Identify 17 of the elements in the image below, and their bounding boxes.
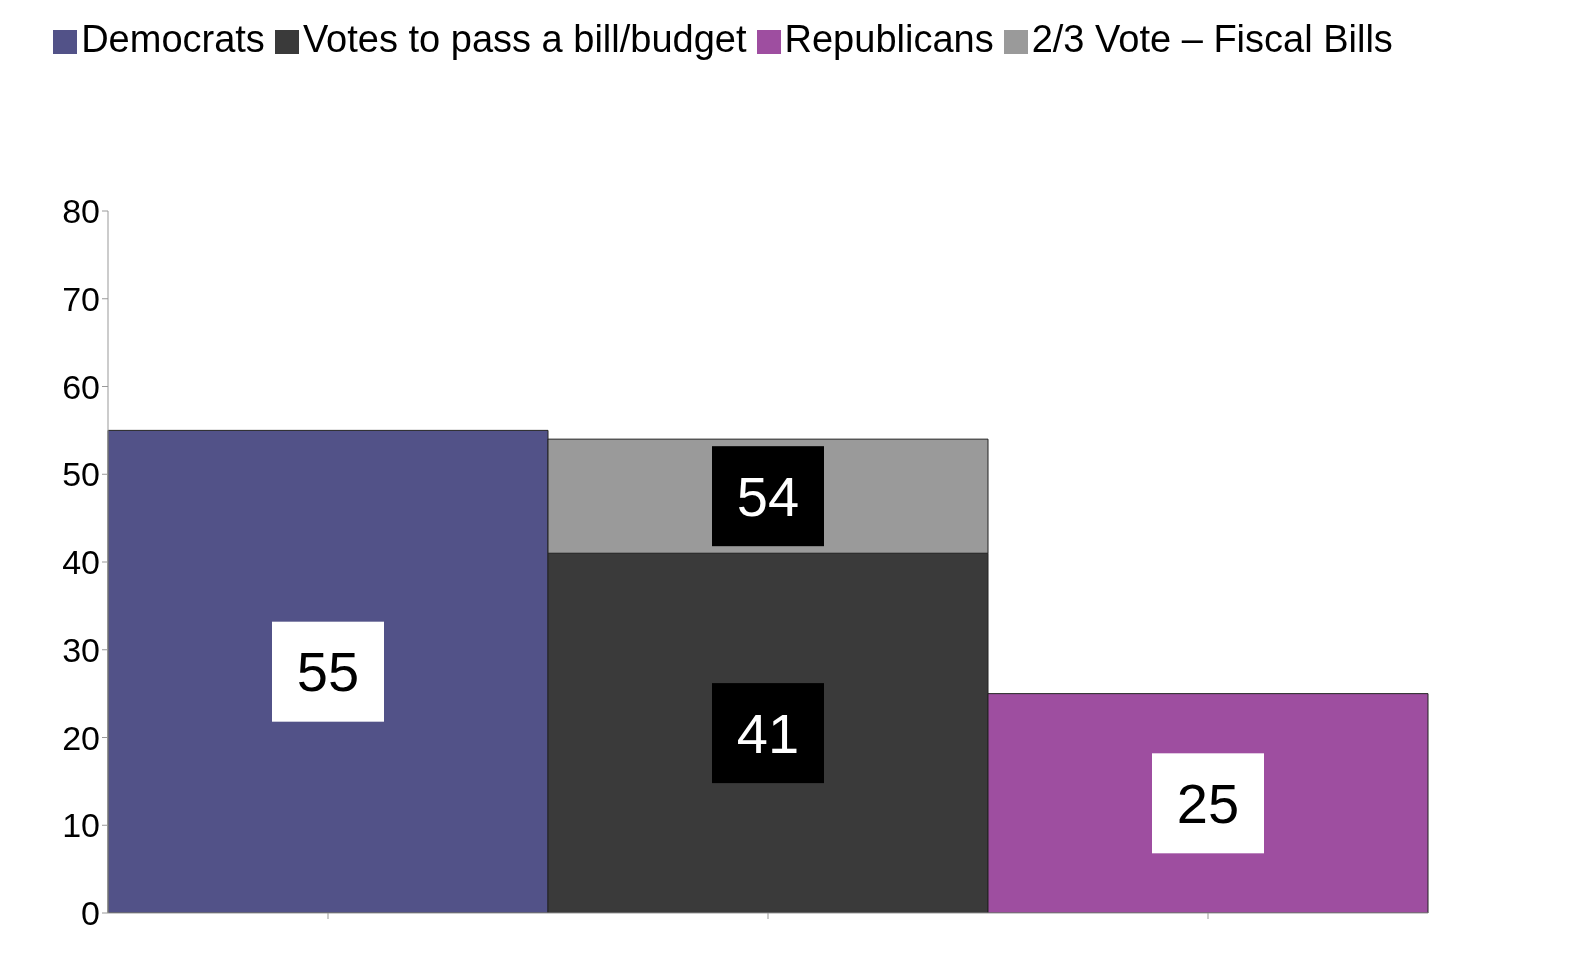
legend-label: Republicans xyxy=(784,18,994,60)
y-tick-label: 40 xyxy=(62,543,100,582)
y-tick-label: 80 xyxy=(62,192,100,231)
data-label: 25 xyxy=(1176,771,1240,835)
y-tick-label: 30 xyxy=(62,630,100,669)
total-label: 54 xyxy=(736,464,800,528)
y-tick-label: 20 xyxy=(62,718,100,757)
legend-label: Democrats xyxy=(81,18,265,60)
legend-label: 2/3 Vote – Fiscal Bills xyxy=(1031,18,1393,60)
y-tick-label: 70 xyxy=(62,279,100,318)
data-label: 55 xyxy=(296,640,360,704)
y-tick-label: 50 xyxy=(62,455,100,494)
legend-label: Votes to pass a bill/budget xyxy=(302,18,747,60)
data-label: 41 xyxy=(736,701,800,765)
y-tick-label: 10 xyxy=(62,806,100,845)
y-tick-label: 60 xyxy=(62,367,100,406)
y-tick-label: 0 xyxy=(81,894,100,933)
